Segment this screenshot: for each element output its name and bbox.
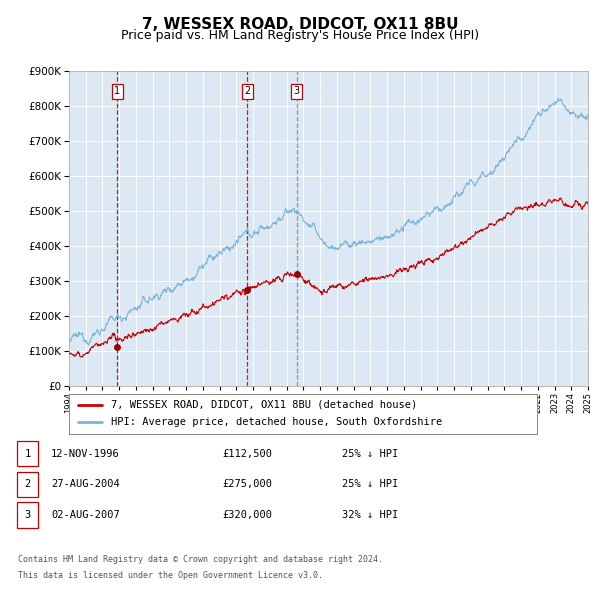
Text: £275,000: £275,000 <box>222 480 272 489</box>
Text: 2: 2 <box>244 86 250 96</box>
Text: 25% ↓ HPI: 25% ↓ HPI <box>342 449 398 458</box>
Text: HPI: Average price, detached house, South Oxfordshire: HPI: Average price, detached house, Sout… <box>111 417 442 427</box>
Text: 25% ↓ HPI: 25% ↓ HPI <box>342 480 398 489</box>
Text: This data is licensed under the Open Government Licence v3.0.: This data is licensed under the Open Gov… <box>18 571 323 580</box>
Text: £320,000: £320,000 <box>222 510 272 520</box>
Text: 32% ↓ HPI: 32% ↓ HPI <box>342 510 398 520</box>
Text: £112,500: £112,500 <box>222 449 272 458</box>
Text: 7, WESSEX ROAD, DIDCOT, OX11 8BU: 7, WESSEX ROAD, DIDCOT, OX11 8BU <box>142 17 458 31</box>
Text: 1: 1 <box>114 86 120 96</box>
Text: 27-AUG-2004: 27-AUG-2004 <box>51 480 120 489</box>
Text: 2: 2 <box>25 480 31 489</box>
Text: 3: 3 <box>293 86 299 96</box>
Text: 7, WESSEX ROAD, DIDCOT, OX11 8BU (detached house): 7, WESSEX ROAD, DIDCOT, OX11 8BU (detach… <box>111 400 418 410</box>
Bar <box>69 71 117 386</box>
Text: 1: 1 <box>25 449 31 458</box>
Text: 3: 3 <box>25 510 31 520</box>
Text: 02-AUG-2007: 02-AUG-2007 <box>51 510 120 520</box>
Text: Price paid vs. HM Land Registry's House Price Index (HPI): Price paid vs. HM Land Registry's House … <box>121 29 479 42</box>
Text: Contains HM Land Registry data © Crown copyright and database right 2024.: Contains HM Land Registry data © Crown c… <box>18 555 383 563</box>
Text: 12-NOV-1996: 12-NOV-1996 <box>51 449 120 458</box>
